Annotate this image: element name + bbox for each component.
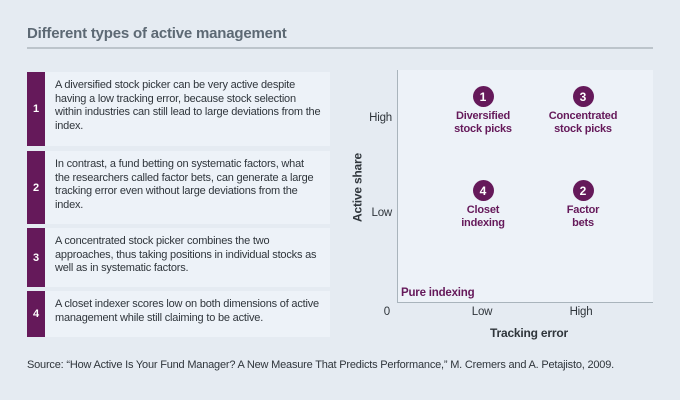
point-marker-4: 4 <box>472 180 494 201</box>
point-marker-3: 3 <box>572 86 594 107</box>
x-tick-low: Low <box>471 306 493 318</box>
item-description: In contrast, a fund betting on systemati… <box>45 151 330 224</box>
quadrant-diversified-stock-picks: 1 Diversified stock picks <box>428 86 538 135</box>
item-number-badge: 2 <box>27 151 45 224</box>
point-label-line1: Concentrated <box>548 110 618 122</box>
point-label-line1: Diversified <box>455 110 511 122</box>
point-label-line2: indexing <box>461 216 505 229</box>
quadrant-concentrated-stock-picks: 3 Concentrated stock picks <box>528 86 638 135</box>
list-item: 4 A closet indexer scores low on both di… <box>27 291 330 337</box>
list-item: 2 In contrast, a fund betting on systema… <box>27 151 330 224</box>
item-number-badge: 1 <box>27 72 45 146</box>
item-number-badge: 4 <box>27 291 45 337</box>
point-marker-2: 2 <box>572 180 594 201</box>
source-citation: Source: “How Active Is Your Fund Manager… <box>27 359 614 371</box>
point-label-line1: Factor <box>566 204 600 216</box>
point-label: Diversified stock picks <box>454 110 512 135</box>
quadrant-factor-bets: 2 Factor bets <box>528 180 638 229</box>
quadrant-closet-indexing: 4 Closet indexing <box>428 180 538 229</box>
point-label: Concentrated stock picks <box>549 110 618 135</box>
point-marker-1: 1 <box>472 86 494 107</box>
point-label-line1: Closet <box>466 204 500 216</box>
pure-indexing-annotation: Pure indexing <box>401 287 475 299</box>
item-description: A closet indexer scores low on both dime… <box>45 291 330 337</box>
point-label-line2: bets <box>572 216 594 229</box>
list-item: 1 A diversified stock picker can be very… <box>27 72 330 146</box>
point-label-line2: stock picks <box>454 122 512 135</box>
item-description: A concentrated stock picker combines the… <box>45 228 330 287</box>
title-divider <box>27 47 653 49</box>
point-label: Closet indexing <box>461 204 505 229</box>
figure-title: Different types of active management <box>27 25 287 42</box>
item-number-badge: 3 <box>27 228 45 287</box>
item-description: A diversified stock picker can be very a… <box>45 72 330 146</box>
y-tick-high: High <box>369 112 392 124</box>
point-label-line2: stock picks <box>554 122 612 135</box>
list-item: 3 A concentrated stock picker combines t… <box>27 228 330 287</box>
origin-tick: 0 <box>383 306 391 318</box>
point-label: Factor bets <box>566 204 600 229</box>
plot-area: 1 Diversified stock picks 3 Concentrated… <box>397 70 653 303</box>
x-axis-label: Tracking error <box>490 326 568 340</box>
y-axis-label: Active share <box>350 153 365 222</box>
x-tick-high: High <box>569 306 593 318</box>
y-tick-low: Low <box>371 207 393 219</box>
